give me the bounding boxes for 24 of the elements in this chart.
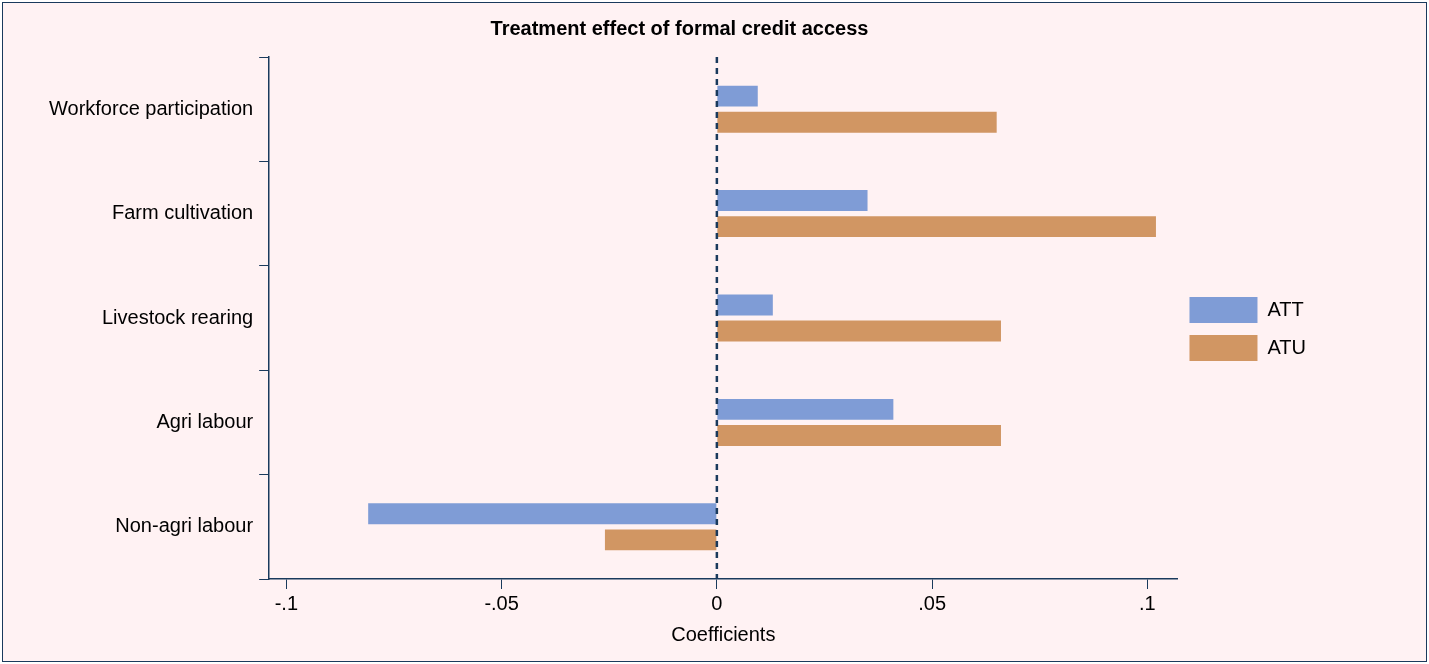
legend-label: ATT	[1267, 297, 1304, 320]
bar	[604, 529, 717, 551]
y-tick-label: Farm cultivation	[112, 201, 254, 224]
y-tick-label: Non-agri labour	[115, 514, 254, 537]
bar	[717, 190, 868, 211]
y-tick-label: Workforce participation	[48, 96, 254, 119]
bar	[717, 425, 1001, 446]
legend-label: ATU	[1267, 335, 1306, 358]
x-tick-label: -.1	[274, 591, 299, 614]
x-tick-label: 0	[711, 591, 723, 614]
x-tick-label: .1	[1139, 591, 1156, 614]
x-axis-title: Coefficients	[671, 622, 776, 645]
bar	[368, 503, 717, 525]
bar	[717, 398, 894, 420]
y-tick-label: Livestock rearing	[101, 305, 254, 328]
x-tick-label: -.05	[484, 591, 519, 614]
bar	[717, 294, 773, 316]
y-tick-label: Agri labour	[156, 409, 254, 432]
x-tick-label: .05	[918, 591, 947, 614]
bar	[717, 216, 1156, 238]
bar	[717, 85, 758, 107]
bar	[717, 111, 997, 133]
chart-title: Treatment effect of formal credit access	[490, 16, 869, 39]
bar	[717, 320, 1001, 342]
